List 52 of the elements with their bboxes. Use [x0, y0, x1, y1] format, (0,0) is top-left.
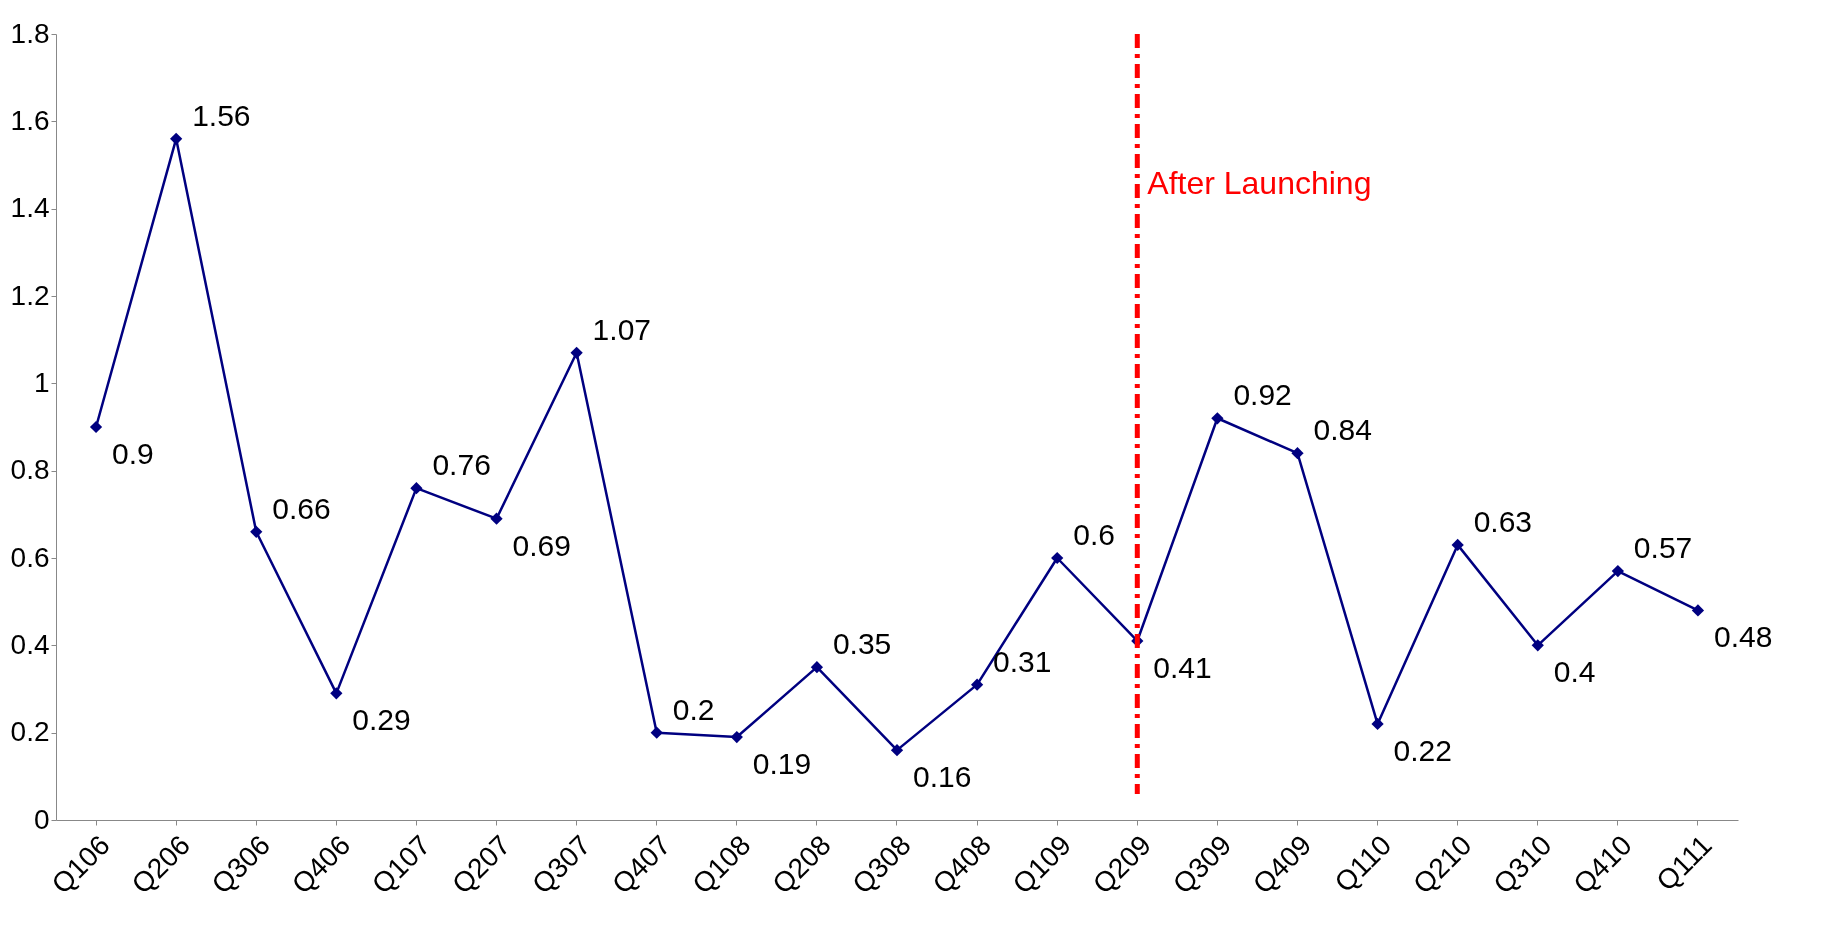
data-label: 0.41	[1153, 650, 1212, 684]
y-tick-label: 1.8	[10, 17, 50, 49]
point	[410, 482, 423, 495]
point	[1451, 538, 1464, 552]
y-tick-label: 1	[33, 366, 50, 398]
y-tick-label: 0	[33, 803, 50, 835]
point	[1531, 639, 1544, 652]
data-label: 0.16	[913, 760, 972, 794]
point	[1051, 551, 1064, 565]
point	[250, 525, 263, 538]
data-label: 0.22	[1393, 733, 1452, 767]
y-tick-label: 0.8	[10, 454, 50, 486]
point	[1291, 447, 1304, 460]
point	[89, 420, 103, 434]
y-tick-label: 1.2	[10, 279, 50, 311]
y-tick-label: 1.6	[10, 104, 50, 136]
ref-line-label: After Launching	[1147, 165, 1372, 201]
point	[490, 512, 503, 525]
y-tick-label: 0.2	[10, 716, 50, 748]
point	[730, 730, 743, 744]
data-label: 0.2	[672, 692, 715, 726]
data-label: 0.9	[112, 437, 154, 470]
point	[890, 744, 904, 757]
data-label: 1.56	[192, 98, 251, 132]
point	[1611, 564, 1624, 578]
point	[1371, 717, 1384, 731]
point	[1211, 412, 1224, 425]
point	[1691, 604, 1705, 617]
data-label: 0.31	[993, 644, 1052, 678]
data-label: 0.66	[272, 491, 331, 525]
data-label: 0.84	[1313, 413, 1372, 447]
point	[330, 687, 343, 700]
y-tick-label: 1.4	[10, 192, 50, 224]
data-label: 0.63	[1473, 504, 1533, 538]
data-label: 0.92	[1233, 378, 1292, 412]
point	[810, 661, 824, 674]
data-label: 0.6	[1073, 518, 1115, 551]
data-label: 1.07	[592, 312, 652, 346]
data-label: 0.4	[1553, 655, 1596, 689]
point	[650, 726, 663, 739]
data-label: 0.48	[1713, 620, 1773, 654]
data-label: 0.69	[512, 528, 571, 562]
data-label: 0.19	[752, 747, 812, 781]
point	[970, 678, 984, 691]
point	[170, 132, 183, 145]
data-label: 0.35	[832, 627, 892, 661]
data-label: 0.29	[352, 703, 411, 737]
data-label: 0.57	[1633, 531, 1693, 565]
y-tick-label: 0.4	[10, 628, 50, 660]
data-label: 0.76	[432, 448, 491, 482]
y-tick-label: 0.6	[10, 541, 50, 573]
point	[570, 346, 583, 359]
